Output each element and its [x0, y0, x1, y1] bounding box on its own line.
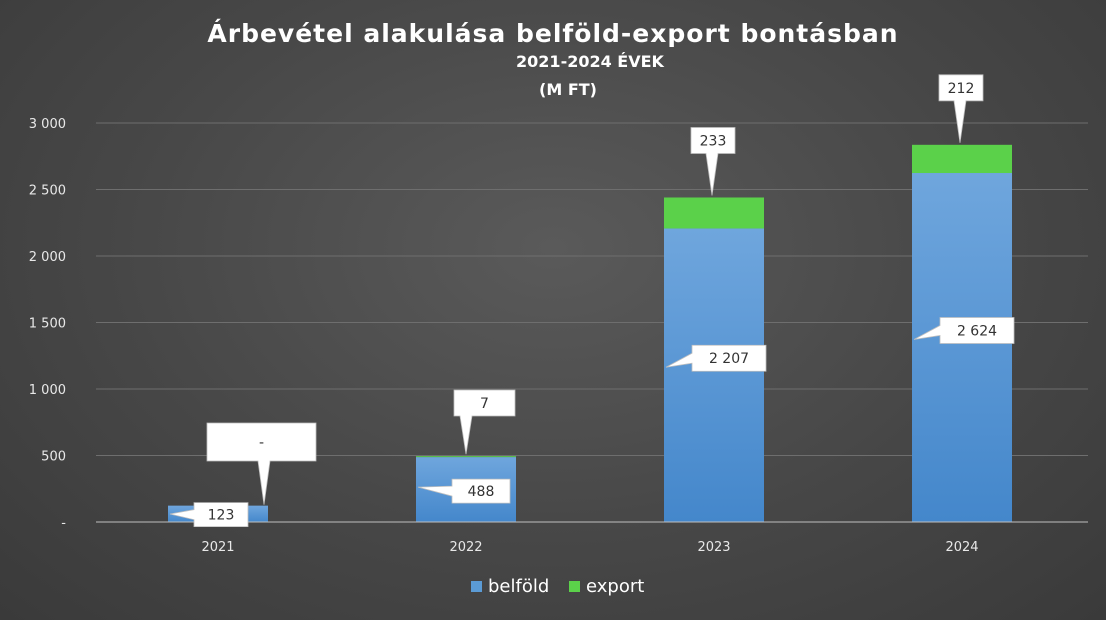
data-label-export-2024-text: 212 [948, 81, 975, 97]
data-label-export-2023-text: 233 [700, 133, 727, 149]
bar-belfold-2023 [664, 228, 764, 522]
data-label-belfold-2021-text: 123 [208, 508, 235, 524]
data-label-belfold-2024: 2 624 [913, 317, 1015, 344]
legend-swatch-export [569, 581, 580, 592]
y-tick-label: 3 000 [29, 117, 66, 132]
chart-unit-label: (M FT) [539, 80, 597, 99]
data-label-belfold-2022-text: 488 [468, 484, 495, 500]
data-label-belfold-2024-text: 2 624 [957, 324, 997, 340]
bar-export-2023 [664, 197, 764, 229]
y-tick-label: 1 000 [29, 383, 66, 398]
x-tick-label: 2021 [201, 540, 234, 555]
x-tick-label: 2023 [697, 540, 730, 555]
x-axis: 2021 2022 2023 2024 [201, 540, 978, 555]
x-tick-label: 2024 [945, 540, 978, 555]
y-tick-label: 1 500 [29, 317, 66, 332]
data-label-belfold-2022: 488 [417, 478, 511, 504]
bar-belfold-2024 [912, 173, 1012, 522]
y-axis: - 500 1 000 1 500 2 000 2 500 3 000 [29, 117, 67, 531]
legend: belföld export [471, 576, 644, 597]
legend-swatch-belfold [471, 581, 482, 592]
data-label-export-2024: 212 [938, 74, 984, 143]
data-label-export-2023: 233 [690, 127, 736, 196]
chart-subtitle: 2021-2024 ÉVEK [516, 52, 665, 71]
y-tick-label: 500 [41, 450, 66, 465]
data-labels: 123 - 488 7 2 207 233 2 624 212 [169, 74, 1015, 528]
chart-title: Árbevétel alakulása belföld-export bontá… [207, 19, 898, 48]
data-label-belfold-2023-text: 2 207 [709, 351, 749, 367]
y-tick-label: 2 000 [29, 250, 66, 265]
bars [168, 144, 1012, 522]
bar-export-2024 [912, 144, 1012, 174]
data-label-export-2021: - [206, 422, 317, 505]
y-tick-label: 2 500 [29, 184, 66, 199]
data-label-export-2022-text: 7 [480, 396, 489, 412]
legend-label-belfold: belföld [488, 576, 549, 597]
data-label-belfold-2023: 2 207 [665, 344, 767, 372]
data-label-export-2021-text: - [259, 435, 264, 451]
data-label-belfold-2021: 123 [169, 502, 249, 528]
bar-export-2022 [416, 456, 516, 458]
data-label-export-2022: 7 [453, 389, 516, 455]
y-tick-label: - [61, 516, 66, 531]
legend-label-export: export [586, 576, 644, 597]
x-tick-label: 2022 [449, 540, 482, 555]
